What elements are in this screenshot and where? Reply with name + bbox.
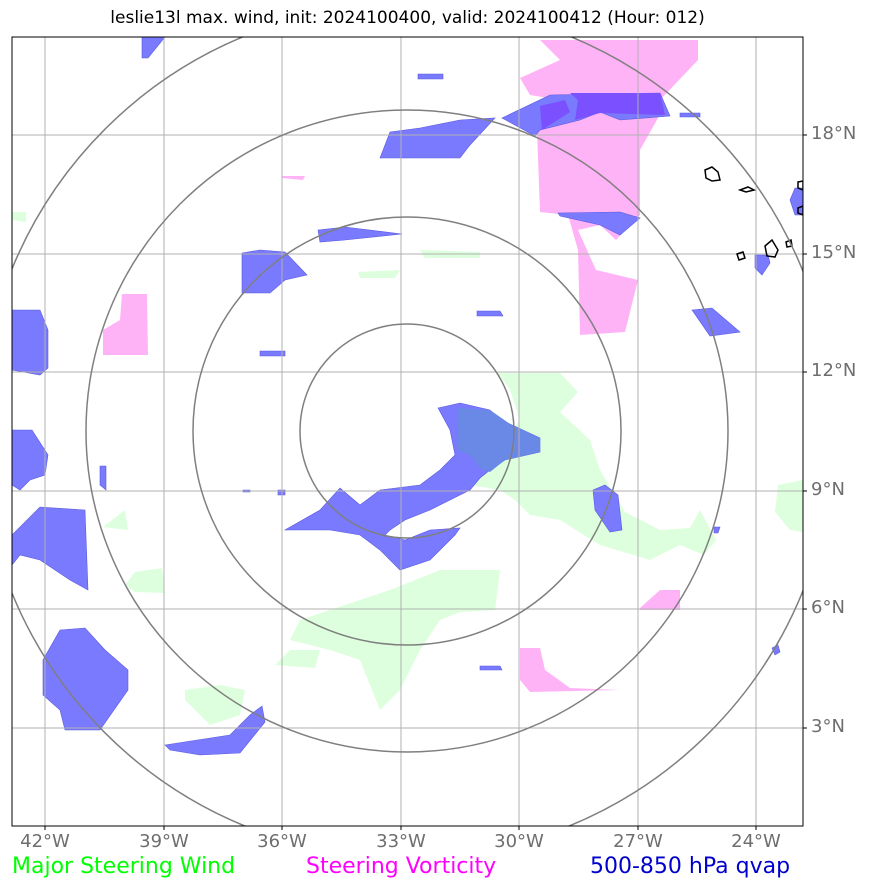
lon-label-39w: 39°W [139,831,189,852]
lon-label-24w: 24°W [731,831,781,852]
lat-label-12n: 12°N [811,360,857,381]
range-rings [12,37,803,826]
lat-label-3n: 3°N [811,716,845,737]
lon-label-42w: 42°W [20,831,70,852]
range-ring-1 [299,323,515,539]
legend-steering-wind: Major Steering Wind [12,854,236,879]
gridlines [12,37,803,826]
lon-label-33w: 33°W [376,831,426,852]
coastline-islands [704,166,803,261]
lon-label-27w: 27°W [613,831,663,852]
chart-title: leslie13l max. wind, init: 2024100400, v… [110,8,705,28]
range-ring-3 [85,109,729,753]
plot-frame [11,36,804,827]
range-ring-2 [192,216,622,646]
lat-label-6n: 6°N [811,597,845,618]
lat-label-18n: 18°N [811,123,857,144]
lat-label-9n: 9°N [811,479,845,500]
legend-steering-vorticity: Steering Vorticity [306,854,497,879]
lat-label-15n: 15°N [811,242,857,263]
steering-wind-areas [12,212,803,725]
lon-label-30w: 30°W [494,831,544,852]
lon-label-36w: 36°W [257,831,307,852]
tick-marks [44,134,807,830]
legend-qvap: 500-850 hPa qvap [590,854,791,879]
